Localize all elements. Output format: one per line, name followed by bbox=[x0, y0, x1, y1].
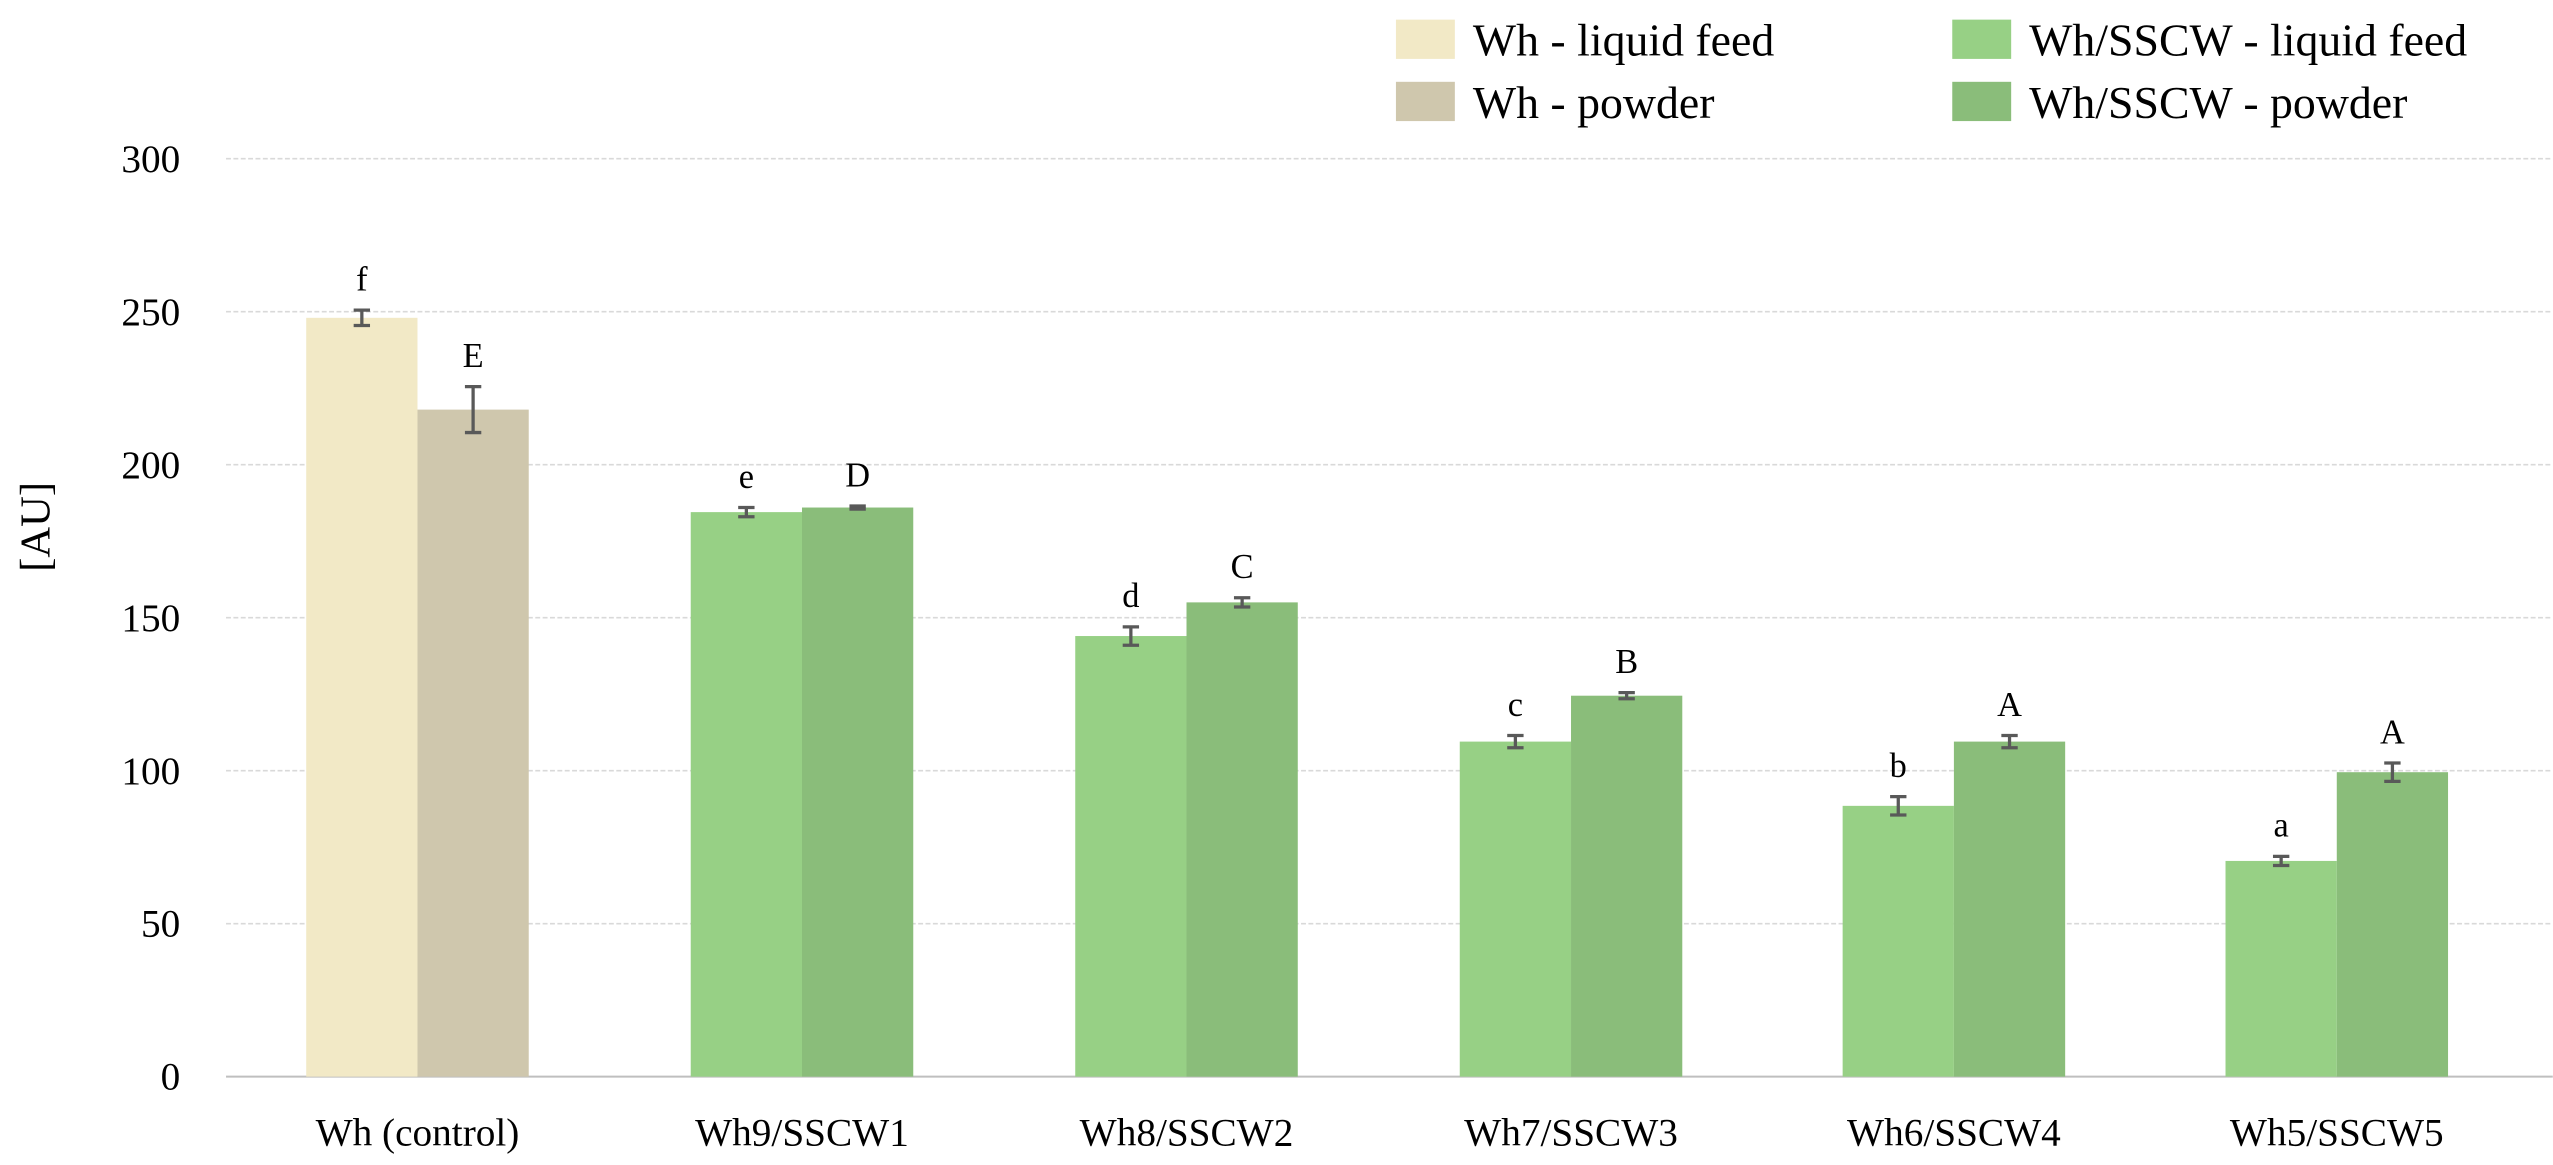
x-tick-label: Wh5/SSCW5 bbox=[2230, 1111, 2444, 1154]
significance-letter: d bbox=[1122, 577, 1139, 615]
legend: Wh - liquid feed Wh - powder Wh/SSCW - liq… bbox=[1395, 15, 2467, 128]
x-axis-ticks: Wh (control) Wh9/SSCW1 Wh8/SSCW2 Wh7/SSCW3 W… bbox=[316, 1111, 2444, 1154]
significance-letter: c bbox=[1508, 686, 1523, 724]
error-bar bbox=[849, 504, 866, 511]
significance-letter: b bbox=[1890, 747, 1907, 785]
significance-letter: A bbox=[1997, 686, 2022, 724]
bar bbox=[690, 512, 802, 1077]
y-axis-ticks: 0 50 100 150 200 250 300 bbox=[121, 138, 180, 1099]
legend-swatch bbox=[1395, 19, 1455, 59]
significance-letter: E bbox=[463, 337, 484, 375]
bars: f Ee Dd Cc Bb Aa A bbox=[306, 261, 2449, 1077]
error-bar bbox=[1507, 733, 1524, 750]
error-bar bbox=[2272, 854, 2290, 868]
legend-label: Wh - liquid feed bbox=[1473, 15, 1774, 66]
bar bbox=[1459, 741, 1572, 1077]
error-bar bbox=[1890, 795, 1907, 817]
bar bbox=[417, 409, 529, 1077]
error-bar bbox=[464, 385, 482, 435]
x-tick-label: Wh7/SSCW3 bbox=[1464, 1111, 1678, 1154]
bar bbox=[2225, 860, 2337, 1077]
bar bbox=[1953, 741, 2066, 1077]
error-bar bbox=[2384, 761, 2401, 784]
error-bar bbox=[1122, 625, 1140, 647]
significance-letter: a bbox=[2274, 807, 2289, 845]
bar bbox=[1571, 695, 1683, 1077]
y-tick-label: 150 bbox=[121, 597, 180, 640]
x-tick-label: Wh8/SSCW2 bbox=[1080, 1111, 1294, 1154]
significance-letter: e bbox=[739, 458, 754, 496]
gridlines bbox=[226, 157, 2553, 1078]
legend-label: Wh - powder bbox=[1473, 77, 1715, 128]
error-bar bbox=[2001, 733, 2018, 750]
y-tick-label: 0 bbox=[161, 1056, 181, 1099]
bar bbox=[1075, 636, 1187, 1077]
legend-label: Wh/SSCW - liquid feed bbox=[2029, 15, 2467, 66]
y-tick-label: 250 bbox=[121, 291, 180, 334]
bar bbox=[1842, 805, 1954, 1077]
y-tick-label: 50 bbox=[141, 903, 180, 946]
legend-swatch bbox=[1952, 81, 2012, 122]
bar bbox=[306, 317, 418, 1077]
legend-label: Wh/SSCW - powder bbox=[2029, 77, 2407, 128]
legend-swatch bbox=[1952, 19, 2012, 59]
bar bbox=[1186, 602, 1298, 1077]
y-tick-label: 100 bbox=[121, 750, 180, 793]
y-tick-label: 200 bbox=[121, 444, 180, 487]
error-bar bbox=[738, 505, 755, 519]
legend-swatch bbox=[1395, 81, 1455, 122]
significance-letter: D bbox=[845, 456, 870, 494]
x-tick-label: Wh9/SSCW1 bbox=[695, 1111, 909, 1154]
significance-letter: C bbox=[1231, 548, 1254, 586]
significance-letter: B bbox=[1615, 643, 1638, 681]
error-bar bbox=[1618, 691, 1635, 701]
error-bar bbox=[1233, 596, 1251, 609]
y-tick-label: 300 bbox=[121, 138, 180, 181]
bar bbox=[801, 507, 914, 1077]
significance-letter: A bbox=[2380, 713, 2405, 751]
x-tick-label: Wh (control) bbox=[316, 1111, 520, 1154]
error-bar bbox=[353, 308, 371, 328]
y-axis-label: [AU] bbox=[12, 482, 59, 572]
bar bbox=[2336, 772, 2449, 1077]
x-tick-label: Wh6/SSCW4 bbox=[1847, 1111, 2061, 1154]
significance-letter: f bbox=[356, 261, 368, 299]
